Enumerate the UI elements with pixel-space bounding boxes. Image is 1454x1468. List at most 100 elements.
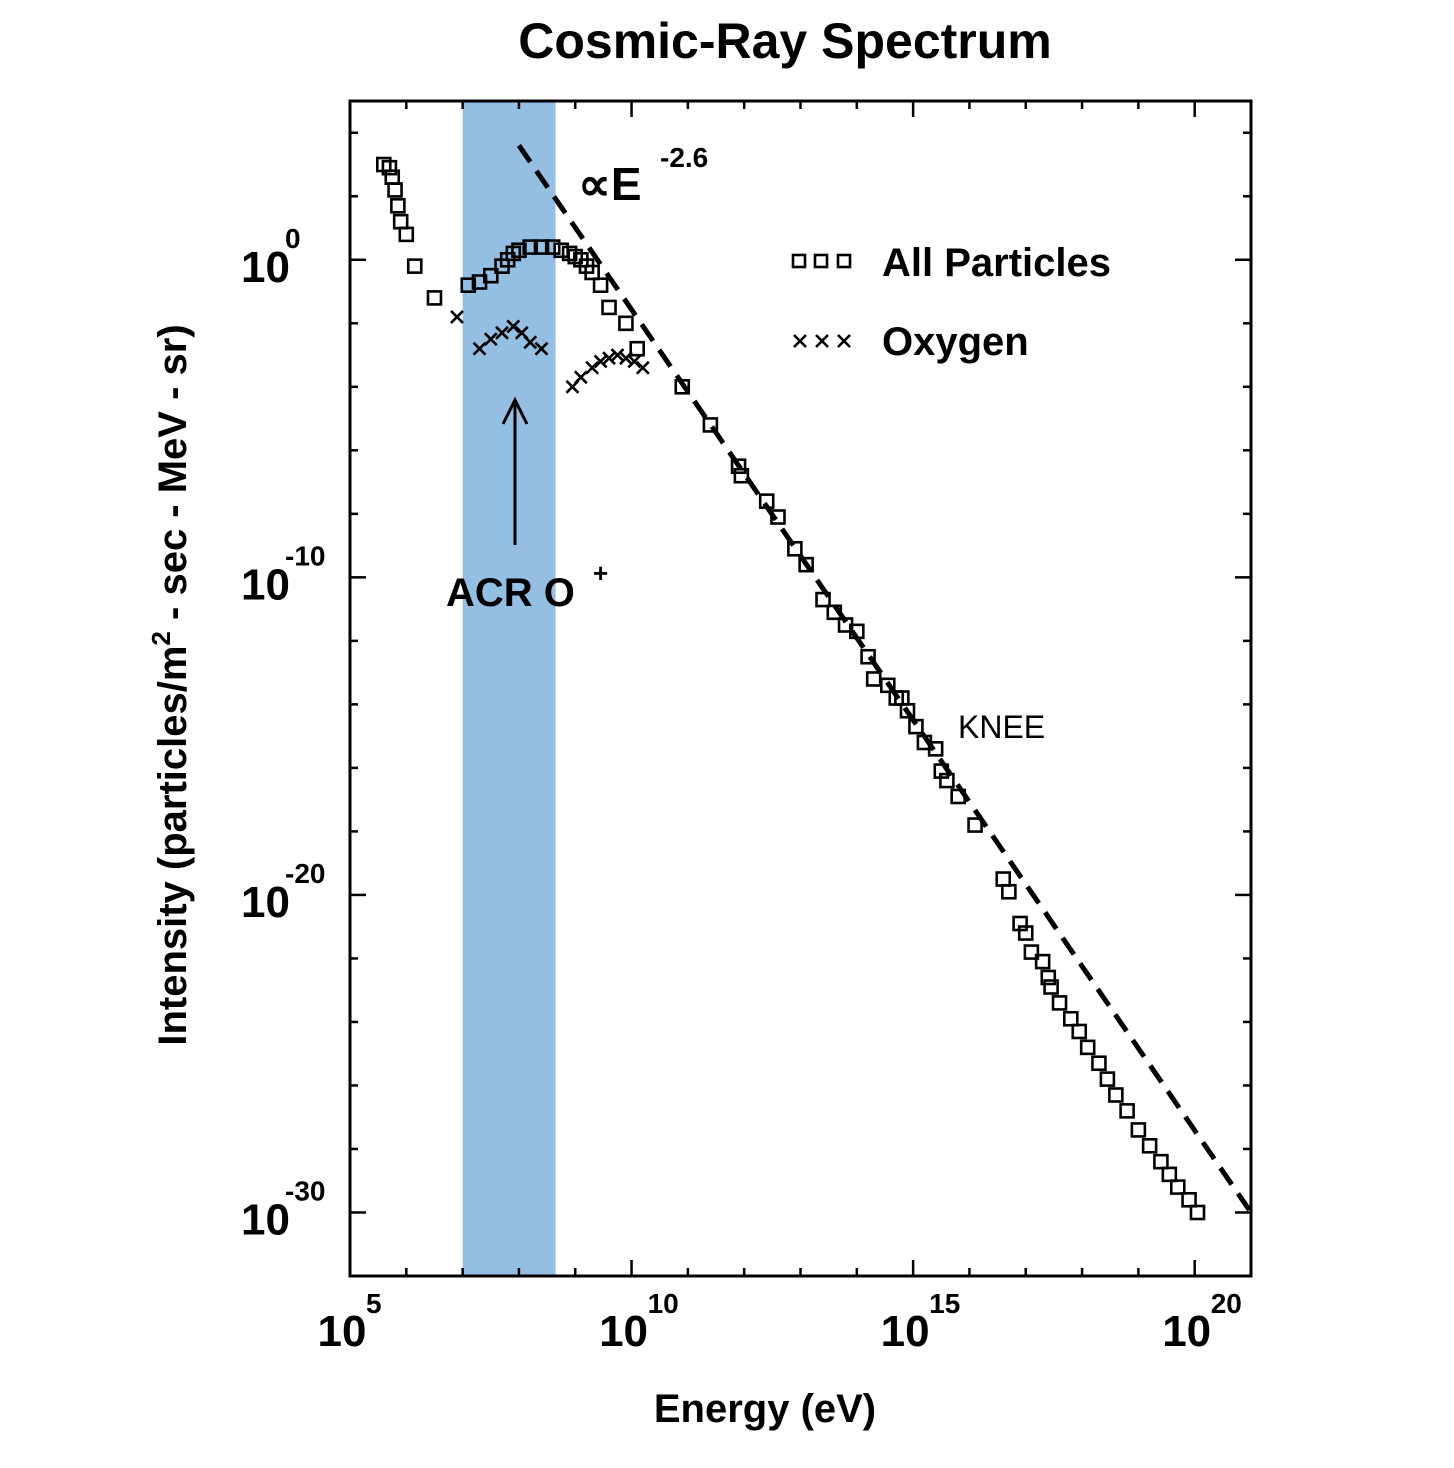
data-point-square: [618, 315, 634, 332]
data-point-square: [533, 239, 550, 255]
y-tick-label: 10-30: [241, 1175, 325, 1244]
data-point-square: [950, 788, 966, 805]
legend-square-marker: [813, 253, 829, 269]
data-point-square: [733, 467, 750, 484]
data-series-layer: [375, 156, 1206, 1221]
data-point-cross: [585, 360, 600, 375]
data-point-square: [1043, 979, 1059, 995]
data-point-cross: [483, 332, 498, 347]
y-tick-label-base: 10: [241, 243, 290, 292]
data-point-cross: [573, 370, 588, 385]
x-tick-label-base: 10: [318, 1307, 367, 1356]
x-axis-label: Energy (eV): [654, 1387, 876, 1431]
data-point-square: [1099, 1071, 1116, 1087]
data-point-square: [1040, 969, 1057, 986]
data-point-cross: [534, 341, 549, 356]
y-tick-label: 10-20: [241, 858, 325, 927]
data-point-square: [1169, 1179, 1186, 1195]
data-point-cross: [635, 360, 650, 375]
data-point-square: [398, 226, 415, 243]
data-point-square: [1181, 1191, 1197, 1208]
data-point-square: [1189, 1204, 1206, 1221]
legend: All Particles Oxygen: [791, 241, 1111, 364]
data-point-square: [815, 591, 831, 608]
data-point-square: [460, 277, 477, 293]
acr-label-base: ACR O: [446, 571, 575, 615]
data-point-square: [1017, 925, 1034, 941]
data-point-square: [1051, 995, 1068, 1011]
acr-annotation: ACR O +: [446, 396, 608, 615]
data-point-square: [1034, 953, 1051, 970]
data-point-square: [798, 556, 814, 573]
data-point-square: [1001, 883, 1017, 900]
knee-label: KNEE: [958, 709, 1045, 745]
legend-cross-marker: [837, 334, 851, 348]
legend-entry-all-particles: All Particles: [791, 241, 1111, 285]
legend-square-marker: [791, 253, 807, 269]
data-point-square: [860, 648, 876, 665]
data-point-square: [899, 702, 916, 719]
data-point-square: [674, 379, 691, 395]
data-point-cross: [495, 325, 509, 340]
legend-entry-oxygen: Oxygen: [793, 320, 1029, 364]
data-point-cross: [506, 319, 521, 334]
y-axis-label-part1: Intensity (particles/m: [151, 646, 195, 1046]
data-point-square: [1091, 1055, 1107, 1072]
x-tick-label-exponent: 10: [648, 1288, 679, 1319]
y-tick-label: 100: [241, 223, 301, 292]
data-point-square: [908, 718, 924, 735]
y-axis-label-part2: - sec - MeV - sr): [151, 324, 195, 631]
y-tick-label-base: 10: [241, 560, 290, 609]
data-point-square: [511, 242, 527, 259]
acr-highlight-band: [462, 101, 556, 1276]
data-point-square: [770, 509, 786, 525]
data-point-square: [544, 239, 561, 255]
acr-arrow-head: [501, 396, 529, 425]
data-point-cross: [523, 335, 538, 350]
x-tick-label-base: 10: [599, 1307, 648, 1356]
legend-cross-markers: [793, 334, 851, 348]
data-point-cross: [610, 348, 625, 362]
legend-label-oxygen: Oxygen: [882, 320, 1029, 364]
legend-square-markers: [791, 253, 852, 269]
data-point-square: [1153, 1153, 1169, 1170]
data-point-square: [1063, 1010, 1079, 1027]
y-tick-label-exponent: -30: [285, 1175, 325, 1206]
legend-square-marker: [836, 253, 852, 269]
data-point-square: [1130, 1122, 1147, 1138]
y-tick-label: 10-10: [241, 540, 325, 609]
data-point-square: [939, 772, 955, 789]
data-point-square: [629, 340, 645, 357]
acr-label-superscript: +: [593, 558, 608, 588]
acr-highlight-band-layer: [462, 101, 556, 1276]
x-tick-label: 105: [318, 1288, 382, 1356]
y-axis-label: Intensity (particles/m2 - sec - MeV - sr…: [146, 324, 195, 1045]
data-point-square: [406, 258, 423, 274]
x-tick-label-base: 10: [1162, 1307, 1211, 1356]
data-point-square: [592, 277, 609, 293]
data-point-square: [849, 623, 865, 640]
data-point-square: [1108, 1087, 1124, 1103]
y-tick-label-exponent: 0: [285, 223, 301, 254]
data-point-cross: [450, 310, 464, 324]
legend-label-all-particles: All Particles: [882, 241, 1111, 285]
y-tick-label-exponent: -20: [285, 858, 325, 889]
data-point-square: [1071, 1023, 1088, 1040]
data-point-square: [758, 493, 775, 509]
data-point-square: [787, 540, 803, 557]
x-tick-label-base: 10: [881, 1307, 930, 1356]
data-point-cross: [602, 351, 616, 366]
y-tick-label-base: 10: [241, 878, 290, 927]
power-law-label: ∝E -2.6: [578, 142, 708, 210]
data-point-square: [482, 267, 499, 284]
power-law-label-base: ∝E: [578, 158, 642, 210]
data-point-square: [1119, 1103, 1135, 1119]
data-point-cross: [593, 354, 608, 369]
data-point-square: [601, 299, 617, 316]
data-point-square: [1023, 944, 1040, 960]
